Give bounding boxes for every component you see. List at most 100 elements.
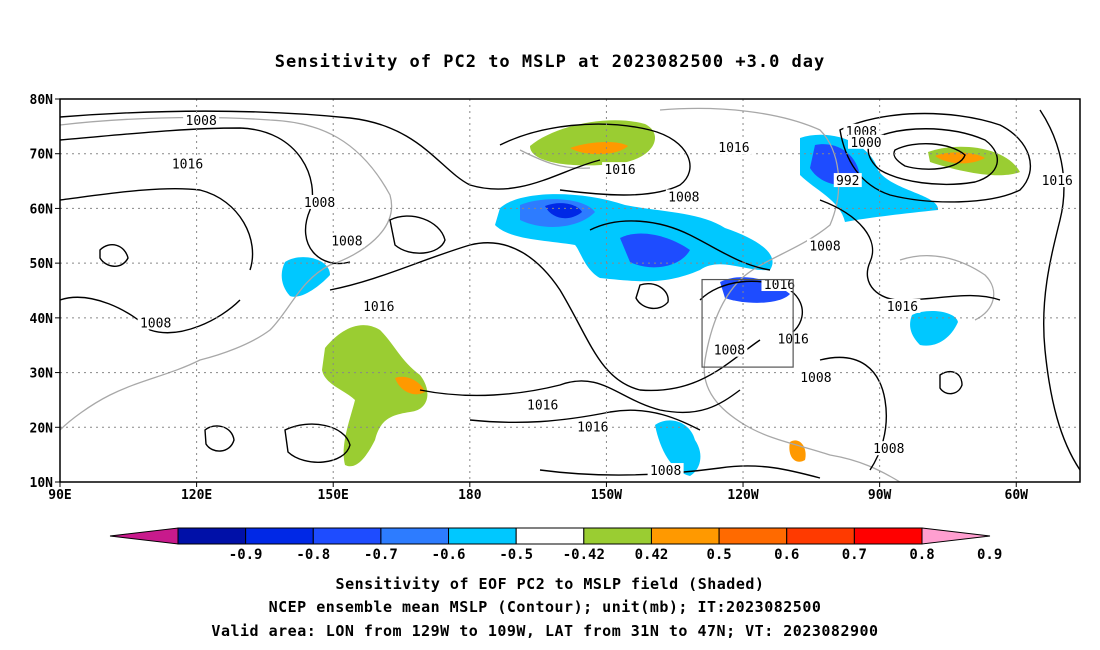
contour-line	[60, 296, 241, 334]
contour-line	[1039, 109, 1080, 471]
colorbar-segment	[786, 527, 855, 545]
colorbar-tick-label: 0.6	[774, 547, 799, 563]
caption-line-2: NCEP ensemble mean MSLP (Contour); unit(…	[269, 598, 822, 616]
contour-label-bg	[665, 189, 702, 204]
x-tick-label: 150E	[318, 488, 349, 503]
contour-label-bg	[574, 419, 611, 434]
shade-cyan-atlantic	[910, 310, 958, 346]
colorbar-segment	[853, 527, 923, 545]
shade-orange-arctic	[570, 142, 628, 155]
contour-label: 1008	[873, 442, 904, 457]
caption-line-3: Valid area: LON from 129W to 109W, LAT f…	[211, 622, 878, 640]
contour-line	[469, 409, 701, 431]
contour-line	[819, 199, 1001, 301]
x-tick-label: 90E	[48, 488, 71, 503]
shade-green-arctic	[530, 120, 655, 166]
contour-label: 1008	[809, 240, 840, 255]
colorbar-upper-triangle	[921, 527, 991, 545]
shade-darkblue-pacific	[545, 203, 582, 219]
contour-label-bg	[870, 441, 907, 456]
contour-label: 1008	[140, 316, 171, 331]
shade-green-westpacific	[322, 325, 428, 467]
contour-line	[867, 128, 998, 186]
contour-line	[893, 142, 966, 170]
contour-label-bg	[137, 315, 174, 330]
contour-label: 1016	[887, 300, 918, 315]
contour-label-bg	[847, 134, 884, 149]
y-tick-label: 10N	[30, 476, 54, 491]
colorbar-segment	[448, 527, 517, 545]
x-tick-label: 150W	[591, 488, 622, 503]
contour-label-bg	[602, 162, 639, 177]
contour-label-bg	[169, 156, 206, 171]
x-tick-label: 180	[458, 488, 482, 503]
x-tick-label: 60W	[1005, 488, 1029, 503]
contour-line	[539, 465, 821, 479]
contour-label: 1016	[172, 158, 203, 173]
contour-label-bg	[833, 173, 862, 188]
shade-orange-caribbean	[789, 440, 806, 462]
colorbar-segment	[312, 527, 382, 545]
shade-blue-pacific-2	[620, 233, 690, 268]
contour-label: 1008	[668, 190, 699, 205]
contour-label-bg	[524, 397, 561, 412]
contour-line	[284, 423, 351, 463]
contour-label: 1016	[363, 300, 394, 315]
colorbar-segment	[718, 527, 788, 545]
y-tick-label: 30N	[30, 367, 54, 382]
x-tick-label: 90W	[868, 488, 892, 503]
contour-line	[60, 127, 351, 265]
contour-label-bg	[797, 370, 834, 385]
colorbar-segment	[380, 527, 450, 545]
contour-line	[839, 112, 1031, 203]
contour-line	[635, 283, 669, 309]
colorbar-segment	[245, 527, 314, 545]
contour-label: 1016	[527, 398, 558, 413]
colorbar-tick-label: -0.42	[563, 547, 605, 563]
contour-label: 1008	[186, 114, 217, 129]
contour-line	[589, 220, 771, 271]
colorbar-segment	[177, 527, 247, 545]
contour-label-bg	[328, 233, 365, 248]
contour-label-bg	[843, 123, 880, 138]
y-tick-label: 20N	[30, 421, 54, 436]
contour-label-bg	[807, 238, 843, 253]
contour-label-bg	[1039, 173, 1076, 188]
colorbar-tick-label: -0.6	[432, 547, 466, 563]
map-plot-area: 1008 1016 1008 1008 1008 1016 1016 1016 1016 1008…	[59, 98, 1081, 483]
colorbar-segment	[650, 527, 720, 545]
shade-orange-westpacific	[395, 376, 425, 395]
contour-line	[99, 244, 129, 267]
y-tick-label: 40N	[30, 312, 54, 327]
coast-north-america	[659, 107, 901, 482]
contour-label: 992	[836, 174, 859, 189]
contour-label-bg	[884, 298, 921, 313]
axis-ticks: 90E 120E 150E 180 150W 120W 90W 60W 80N 70N 60N 50N…	[30, 93, 1029, 503]
contour-line	[60, 187, 254, 271]
contour-label-bg	[301, 194, 338, 209]
y-tick-label: 80N	[30, 93, 54, 108]
contour-label: 1000	[850, 136, 881, 151]
contour-label: 1008	[304, 196, 335, 211]
contour-label: 1008	[800, 371, 831, 386]
colorbar-lower-triangle	[109, 527, 179, 545]
colorbar-tick-label: 0.9	[977, 547, 1002, 563]
caption-line-1: Sensitivity of EOF PC2 to MSLP field (Sh…	[336, 575, 765, 593]
contour-label-bg	[711, 342, 748, 357]
coastlines	[60, 107, 995, 482]
contour-label: 1016	[604, 163, 635, 178]
contour-line	[419, 380, 741, 414]
contour-label: 1008	[650, 464, 681, 479]
gridlines	[60, 99, 1080, 482]
colorbar-tick-label: -0.9	[229, 547, 263, 563]
colorbar-segment	[515, 527, 585, 545]
colorbar-tick-label: 0.42	[635, 547, 669, 563]
contour-labels: 1008 1016 1008 1008 1008 1016 1016 1016 1016 1008…	[137, 112, 1076, 479]
contour-label: 1016	[764, 278, 795, 293]
colorbar-tick-label: -0.8	[296, 547, 330, 563]
y-tick-label: 70N	[30, 148, 54, 163]
colorbar-tick-label: 0.7	[842, 547, 867, 563]
contour-label-bg	[715, 140, 752, 155]
y-tick-label: 50N	[30, 257, 54, 272]
